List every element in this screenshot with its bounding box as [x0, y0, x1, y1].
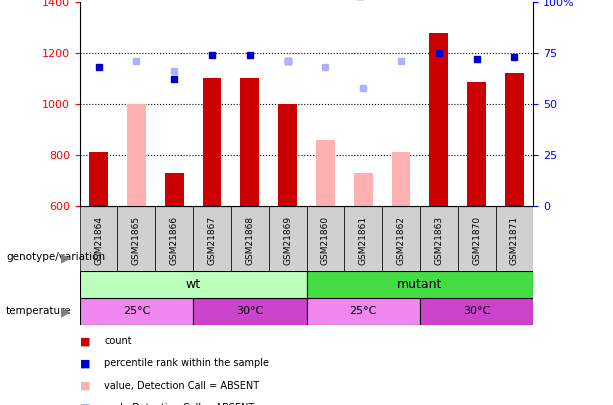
Text: ▶: ▶	[61, 305, 70, 318]
Text: GSM21867: GSM21867	[207, 216, 216, 265]
Text: GSM21866: GSM21866	[170, 216, 179, 265]
Text: ■: ■	[80, 403, 90, 405]
Text: value, Detection Call = ABSENT: value, Detection Call = ABSENT	[104, 381, 259, 391]
Text: mutant: mutant	[397, 278, 443, 291]
Bar	[420, 298, 533, 325]
Bar	[306, 271, 533, 298]
Text: 30°C: 30°C	[236, 307, 264, 316]
Text: GSM21871: GSM21871	[510, 216, 519, 265]
Text: GSM21864: GSM21864	[94, 216, 103, 265]
Text: rank, Detection Call = ABSENT: rank, Detection Call = ABSENT	[104, 403, 254, 405]
Text: ■: ■	[80, 358, 90, 369]
Text: count: count	[104, 336, 132, 346]
Bar	[306, 206, 345, 271]
Text: GSM21862: GSM21862	[397, 216, 406, 265]
Text: ■: ■	[80, 381, 90, 391]
Text: 30°C: 30°C	[463, 307, 490, 316]
Text: percentile rank within the sample: percentile rank within the sample	[104, 358, 269, 369]
Bar	[231, 206, 268, 271]
Bar	[458, 206, 495, 271]
Text: GSM21860: GSM21860	[321, 216, 330, 265]
Text: GSM21869: GSM21869	[283, 216, 292, 265]
Text: genotype/variation: genotype/variation	[6, 252, 105, 262]
Text: GSM21865: GSM21865	[132, 216, 141, 265]
Bar	[80, 271, 306, 298]
Bar	[202, 79, 221, 206]
Bar	[467, 82, 486, 206]
Text: wt: wt	[186, 278, 200, 291]
Bar	[345, 206, 382, 271]
Bar	[420, 206, 458, 271]
Text: ■: ■	[80, 336, 90, 346]
Bar	[118, 206, 155, 271]
Bar	[392, 152, 411, 206]
Bar	[89, 152, 108, 206]
Bar	[127, 104, 146, 206]
Text: 25°C: 25°C	[123, 307, 150, 316]
Bar	[429, 32, 448, 206]
Bar	[240, 79, 259, 206]
Text: temperature: temperature	[6, 307, 72, 316]
Text: GSM21863: GSM21863	[434, 216, 443, 265]
Bar	[155, 206, 193, 271]
Text: GSM21861: GSM21861	[359, 216, 368, 265]
Bar	[165, 173, 184, 206]
Bar	[278, 104, 297, 206]
Bar	[193, 298, 306, 325]
Text: 25°C: 25°C	[349, 307, 377, 316]
Text: GSM21868: GSM21868	[245, 216, 254, 265]
Bar	[382, 206, 420, 271]
Bar	[354, 173, 373, 206]
Bar	[505, 73, 524, 206]
Bar	[80, 298, 193, 325]
Bar	[495, 206, 533, 271]
Text: GSM21870: GSM21870	[472, 216, 481, 265]
Text: ▶: ▶	[61, 251, 70, 264]
Bar	[193, 206, 231, 271]
Bar	[316, 140, 335, 206]
Bar	[80, 206, 118, 271]
Bar	[306, 298, 420, 325]
Bar	[268, 206, 306, 271]
